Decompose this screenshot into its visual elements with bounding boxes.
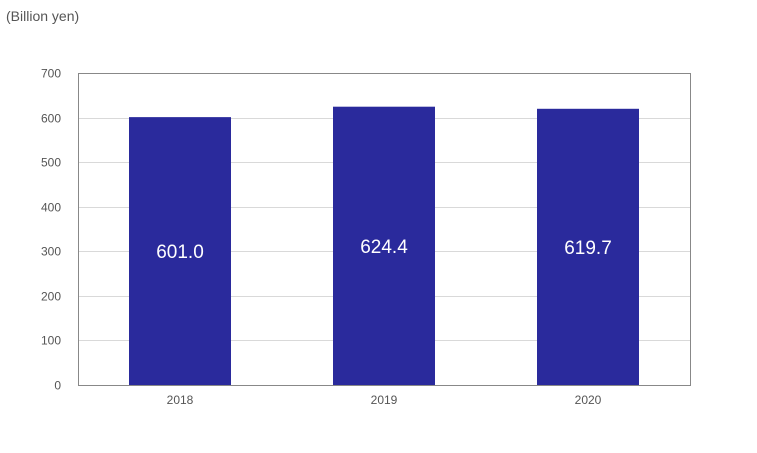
data-label-2020: 619.7: [564, 238, 612, 259]
y-tick-label: 100: [41, 334, 61, 348]
data-labels: 601.0 624.4 619.7: [156, 237, 612, 263]
bars: [129, 106, 639, 386]
y-tick-label: 300: [41, 245, 61, 259]
y-tick-label: 0: [54, 379, 61, 393]
unit-label: (Billion yen): [6, 8, 80, 24]
y-tick-label: 500: [41, 156, 61, 170]
x-tick-label: 2018: [167, 393, 194, 407]
y-tick-label: 200: [41, 290, 61, 304]
y-tick-label: 400: [41, 201, 61, 215]
x-axis-ticks: 2018 2019 2020: [167, 393, 602, 407]
data-label-2019: 624.4: [360, 237, 408, 258]
bar-2020: [537, 108, 639, 385]
plot-frame: [78, 73, 691, 386]
y-tick-label: 700: [41, 67, 61, 81]
bar-2019: [333, 106, 435, 386]
y-axis-ticks: 0 100 200 300 400 500 600 700: [41, 67, 61, 393]
bar-2018: [129, 117, 231, 385]
data-label-2018: 601.0: [156, 242, 204, 263]
x-tick-label: 2019: [371, 393, 398, 407]
x-tick-label: 2020: [575, 393, 602, 407]
y-tick-label: 600: [41, 112, 61, 126]
